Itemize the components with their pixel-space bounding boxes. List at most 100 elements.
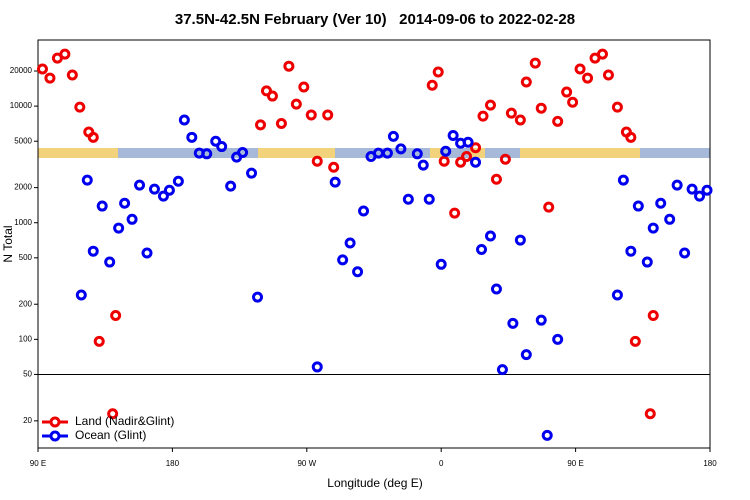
y-tick-label: 1000 (14, 218, 32, 227)
point (490, 283, 502, 295)
band-land (520, 148, 640, 158)
point (402, 193, 414, 205)
point (496, 364, 508, 376)
y-tick-label: 5000 (14, 136, 32, 145)
point (298, 81, 310, 93)
legend-marker (49, 430, 61, 442)
point (529, 57, 541, 69)
point (44, 72, 56, 84)
point (36, 63, 48, 75)
point (470, 142, 482, 154)
point (499, 153, 511, 165)
point (561, 86, 573, 98)
legend-label: Ocean (Glint) (75, 428, 146, 442)
chart-title: 37.5N-42.5N February (Ver 10) 2014-09-06… (175, 11, 575, 28)
legend-marker (49, 416, 61, 428)
point (225, 180, 237, 192)
point (358, 205, 370, 217)
point (141, 247, 153, 259)
point (337, 254, 349, 266)
point (178, 114, 190, 126)
point (611, 289, 623, 301)
point (535, 314, 547, 326)
point (322, 109, 334, 121)
point (96, 200, 108, 212)
point (507, 317, 519, 329)
point (449, 207, 461, 219)
y-tick-label: 20 (23, 416, 32, 425)
x-tick-label: 0 (439, 459, 444, 468)
point (107, 408, 119, 420)
point (283, 60, 295, 72)
point (163, 184, 175, 196)
point (113, 222, 125, 234)
point (625, 245, 637, 257)
x-tick-label: 180 (166, 459, 180, 468)
point (119, 197, 131, 209)
y-tick-label: 500 (19, 253, 33, 262)
point (395, 143, 407, 155)
plot-frame (37, 39, 711, 449)
point (625, 131, 637, 143)
point (455, 156, 467, 168)
point (552, 115, 564, 127)
point (255, 119, 267, 131)
point (552, 333, 564, 345)
point (602, 69, 614, 81)
point (490, 173, 502, 185)
point (514, 114, 526, 126)
point (329, 176, 341, 188)
legend-label: Land (Nadir&Glint) (75, 414, 174, 428)
point (541, 429, 553, 441)
x-axis-label: Longitude (deg E) (327, 476, 422, 490)
point (484, 99, 496, 111)
point (596, 48, 608, 60)
point (110, 310, 122, 322)
point (66, 69, 78, 81)
point (679, 247, 691, 259)
point (644, 408, 656, 420)
point (611, 101, 623, 113)
point (93, 335, 105, 347)
point (246, 167, 258, 179)
band-land (470, 148, 485, 158)
point (477, 110, 489, 122)
point (484, 230, 496, 242)
point (87, 245, 99, 257)
point (290, 98, 302, 110)
point (629, 335, 641, 347)
point (328, 161, 340, 173)
point (311, 155, 323, 167)
point (476, 243, 488, 255)
point (632, 200, 644, 212)
point (252, 291, 264, 303)
point (440, 145, 452, 157)
point (186, 131, 198, 143)
point (104, 256, 116, 268)
point (664, 213, 676, 225)
x-tick-label: 180 (703, 459, 717, 468)
point (617, 174, 629, 186)
point (543, 201, 555, 213)
point (582, 72, 594, 84)
point (514, 234, 526, 246)
point (216, 141, 228, 153)
y-tick-label: 50 (23, 370, 32, 379)
point (417, 159, 429, 171)
point (74, 101, 86, 113)
point (423, 193, 435, 205)
point (266, 90, 278, 102)
point (237, 147, 249, 159)
point (535, 102, 547, 114)
point (641, 256, 653, 268)
point (671, 179, 683, 191)
point (462, 136, 474, 148)
point (426, 79, 438, 91)
point (157, 190, 169, 202)
point (87, 131, 99, 143)
point (81, 174, 93, 186)
point (694, 190, 706, 202)
y-tick-label: 200 (19, 299, 33, 308)
point (438, 155, 450, 167)
